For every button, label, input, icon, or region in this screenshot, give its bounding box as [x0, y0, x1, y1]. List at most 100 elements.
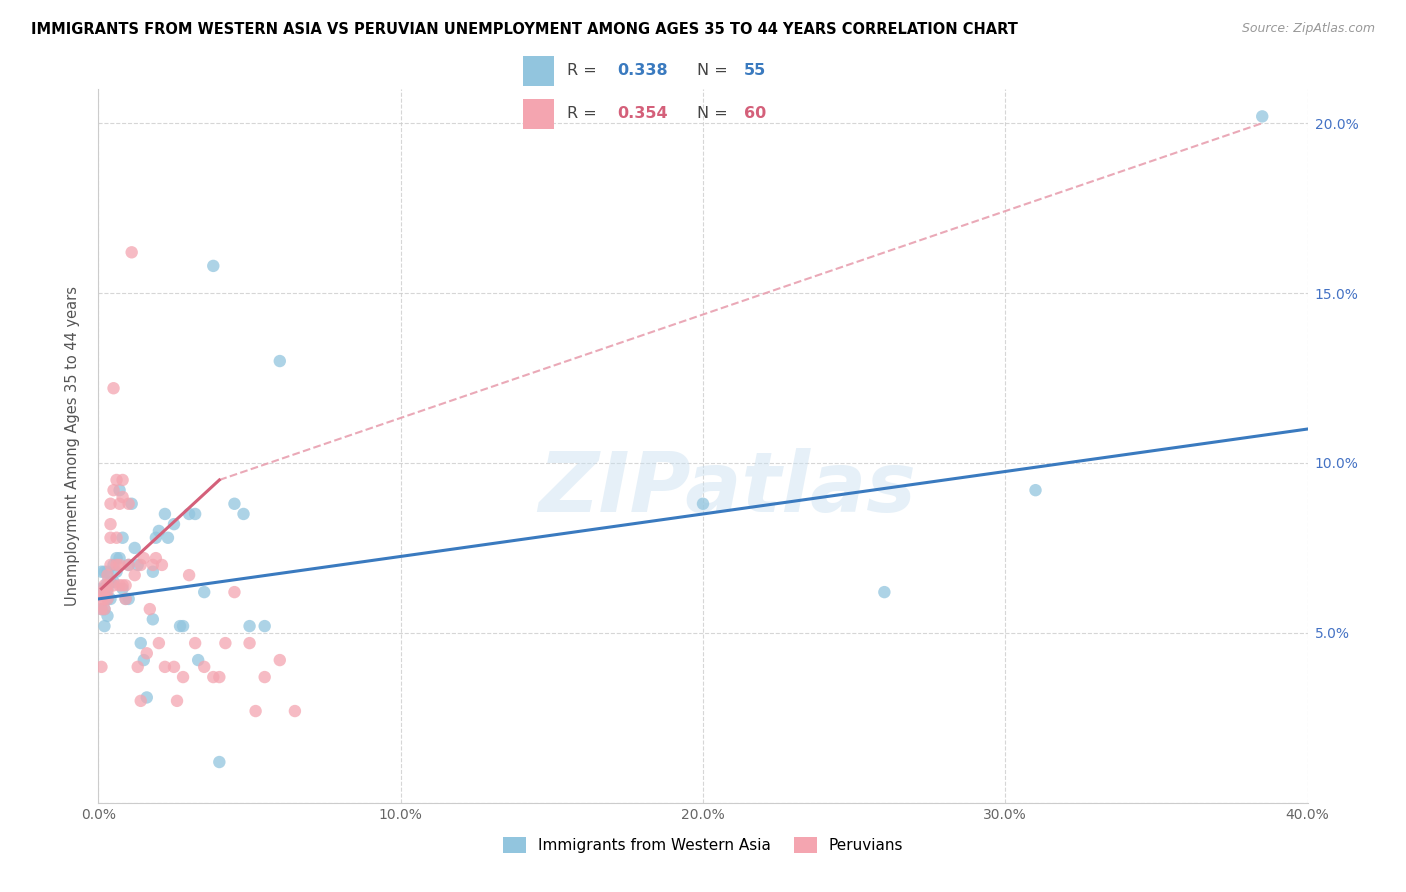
- Point: [96, 578, 118, 592]
- Text: N =: N =: [697, 63, 733, 78]
- Text: R =: R =: [567, 106, 602, 121]
- Point: [93, 591, 115, 606]
- Point: [692, 497, 714, 511]
- Text: 55: 55: [744, 63, 766, 78]
- Point: [90, 660, 112, 674]
- Point: [96, 565, 118, 579]
- Point: [132, 653, 155, 667]
- Point: [129, 558, 152, 572]
- Point: [121, 497, 143, 511]
- Point: [100, 574, 122, 589]
- Point: [96, 574, 118, 589]
- FancyBboxPatch shape: [523, 99, 554, 129]
- Text: 0.338: 0.338: [617, 63, 668, 78]
- Point: [124, 541, 146, 555]
- Point: [108, 483, 131, 498]
- Point: [208, 755, 231, 769]
- Point: [105, 551, 128, 566]
- Point: [96, 591, 118, 606]
- Point: [172, 670, 194, 684]
- Point: [179, 507, 201, 521]
- Point: [105, 558, 128, 572]
- Point: [172, 619, 194, 633]
- Point: [103, 381, 125, 395]
- Point: [111, 582, 134, 596]
- Point: [124, 568, 146, 582]
- Point: [163, 517, 186, 532]
- Point: [103, 578, 125, 592]
- Point: [269, 653, 291, 667]
- Point: [100, 497, 122, 511]
- Point: [145, 551, 167, 566]
- Point: [135, 690, 157, 705]
- Point: [90, 602, 112, 616]
- Point: [129, 636, 152, 650]
- Point: [224, 585, 246, 599]
- Point: [187, 653, 209, 667]
- Point: [145, 531, 167, 545]
- Point: [111, 531, 134, 545]
- Point: [105, 531, 128, 545]
- Point: [245, 704, 267, 718]
- Point: [111, 473, 134, 487]
- Point: [114, 591, 136, 606]
- Point: [93, 578, 115, 592]
- Point: [108, 551, 131, 566]
- Point: [239, 636, 262, 650]
- Point: [129, 694, 152, 708]
- Point: [108, 558, 131, 572]
- Point: [103, 574, 125, 589]
- Text: R =: R =: [567, 63, 602, 78]
- Point: [100, 558, 122, 572]
- Point: [224, 497, 246, 511]
- Point: [232, 507, 254, 521]
- Point: [142, 565, 165, 579]
- Point: [90, 602, 112, 616]
- Point: [90, 565, 112, 579]
- Point: [93, 602, 115, 616]
- Point: [214, 636, 236, 650]
- Text: N =: N =: [697, 106, 733, 121]
- Point: [127, 660, 149, 674]
- Point: [193, 585, 215, 599]
- Point: [156, 531, 179, 545]
- Text: IMMIGRANTS FROM WESTERN ASIA VS PERUVIAN UNEMPLOYMENT AMONG AGES 35 TO 44 YEARS : IMMIGRANTS FROM WESTERN ASIA VS PERUVIAN…: [31, 22, 1018, 37]
- Point: [153, 660, 176, 674]
- Point: [135, 646, 157, 660]
- FancyBboxPatch shape: [523, 56, 554, 86]
- Text: 0.354: 0.354: [617, 106, 668, 121]
- Point: [132, 551, 155, 566]
- Point: [148, 636, 170, 650]
- Legend: Immigrants from Western Asia, Peruvians: Immigrants from Western Asia, Peruvians: [496, 831, 910, 859]
- Point: [100, 591, 122, 606]
- Point: [96, 582, 118, 596]
- Point: [184, 636, 207, 650]
- Point: [284, 704, 307, 718]
- Point: [166, 694, 188, 708]
- Point: [90, 585, 112, 599]
- Point: [142, 558, 165, 572]
- Point: [208, 670, 231, 684]
- Point: [139, 602, 162, 616]
- Point: [100, 517, 122, 532]
- Point: [269, 354, 291, 368]
- Point: [90, 582, 112, 596]
- Point: [184, 507, 207, 521]
- Point: [118, 497, 141, 511]
- Point: [103, 483, 125, 498]
- Point: [93, 602, 115, 616]
- Point: [108, 578, 131, 592]
- Text: 60: 60: [744, 106, 766, 121]
- Point: [114, 578, 136, 592]
- Point: [105, 473, 128, 487]
- Point: [150, 558, 173, 572]
- Point: [1251, 109, 1274, 123]
- Point: [96, 608, 118, 623]
- Point: [90, 591, 112, 606]
- Point: [93, 565, 115, 579]
- Point: [96, 591, 118, 606]
- Point: [96, 568, 118, 582]
- Point: [253, 619, 276, 633]
- Y-axis label: Unemployment Among Ages 35 to 44 years: Unemployment Among Ages 35 to 44 years: [65, 286, 80, 606]
- Point: [111, 578, 134, 592]
